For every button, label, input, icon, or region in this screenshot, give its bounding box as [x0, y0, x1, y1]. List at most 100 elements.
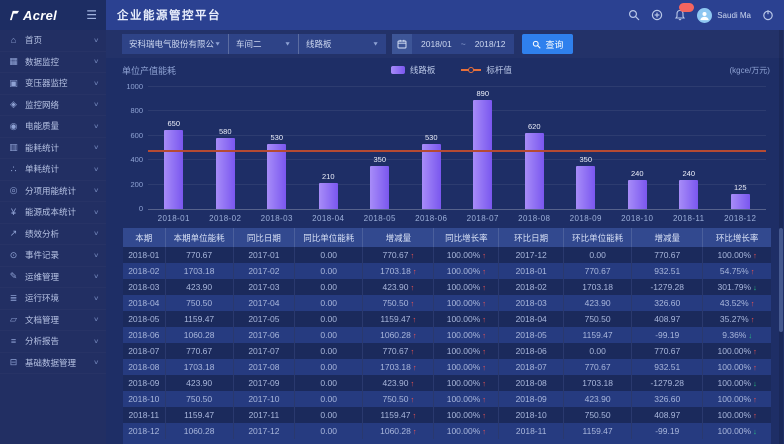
table-cell: 1159.47 ↑	[362, 407, 435, 423]
bar-2018-07[interactable]	[473, 100, 493, 209]
bar-slot: 530	[406, 88, 458, 209]
table-filler-row	[123, 439, 771, 444]
query-button[interactable]: 查询	[522, 34, 574, 54]
notifications[interactable]	[674, 3, 695, 21]
legend-item-bar[interactable]: 线路板	[390, 64, 436, 76]
legend-item-line[interactable]: 标杆值	[461, 64, 512, 76]
sidebar-item-label: 运行环境	[25, 293, 60, 304]
sidebar-item-9[interactable]: ¥ 能源成本统计 ∨	[0, 202, 106, 224]
arrow-up-icon: ↑	[410, 379, 415, 388]
arrow-up-icon: ↑	[753, 251, 757, 260]
sidebar-item-label: 能耗统计	[25, 142, 60, 153]
table-cell: 2017-11	[233, 407, 296, 423]
sidebar-item-16[interactable]: ⊟ 基础数据管理 ∨	[0, 353, 106, 375]
x-axis-tick: 2018-06	[415, 214, 448, 223]
bar-2018-06[interactable]	[421, 144, 441, 209]
column-header: 增减量	[362, 228, 435, 247]
scrollbar-thumb[interactable]	[779, 228, 783, 332]
bar-value-label: 890	[476, 89, 489, 99]
bar-2018-10[interactable]	[627, 179, 647, 209]
date-end-input[interactable]: 2018/12	[474, 39, 506, 49]
bar-value-label: 240	[630, 168, 644, 178]
arrow-up-icon: ↑	[753, 363, 757, 372]
table-cell: 100.00% ↓	[702, 375, 771, 391]
arrow-up-icon: ↑	[753, 347, 757, 356]
table-cell: 0.00	[294, 247, 364, 263]
sidebar-menu: ⌂ 首页 ∨ ▦ 数据监控 ∨ ▣ 变压器监控 ∨ ◈ 监控网络 ∨ ◉ 电能质量 ∨ ▥ 能耗统计 ∨ ∴ 单耗统计…	[0, 30, 106, 444]
table-row: 2018-06 1060.28 2017-06 0.00 1060.28 ↑ 100.00%…	[123, 327, 771, 343]
sidebar-item-6[interactable]: ▥ 能耗统计 ∨	[0, 138, 106, 160]
bar-slot: 620	[509, 88, 561, 209]
sidebar-item-11[interactable]: ⊙ 事件记录 ∨	[0, 245, 106, 267]
bar-2018-05[interactable]	[370, 166, 390, 209]
arrow-up-icon: ↑	[412, 411, 417, 420]
table-cell: 2017-04	[233, 295, 296, 311]
sidebar-item-2[interactable]: ▦ 数据监控 ∨	[0, 52, 106, 74]
chevron-down-icon: ∨	[92, 102, 99, 109]
bar-2018-09[interactable]	[576, 166, 596, 209]
sidebar-item-14[interactable]: ▱ 文档管理 ∨	[0, 310, 106, 332]
table-cell: 301.79% ↓	[702, 279, 771, 295]
sidebar-item-7[interactable]: ∴ 单耗统计 ∨	[0, 159, 106, 181]
table-cell: 0.00	[294, 391, 364, 407]
bar-value-label: 650	[167, 118, 180, 128]
table-cell: 2018-01	[123, 247, 166, 263]
bar-2018-03[interactable]	[267, 144, 287, 209]
circle-plus-icon[interactable]	[651, 9, 663, 21]
chevron-down-icon: ∨	[92, 231, 99, 238]
table-cell: 423.90	[563, 391, 633, 407]
user-menu[interactable]: Saudi Ma	[697, 7, 751, 23]
menu-toggle-icon[interactable]: ☰	[86, 8, 97, 22]
table-cell: 770.67	[631, 343, 704, 359]
base-data-icon: ⊟	[9, 357, 18, 368]
sidebar-item-12[interactable]: ✎ 运维管理 ∨	[0, 267, 106, 289]
company-select[interactable]: 安科瑞电气股份有限公司 ▼	[122, 34, 228, 54]
table-cell: 43.52% ↑	[702, 295, 771, 311]
table-cell: 1159.47	[563, 423, 633, 439]
table-cell: 770.67 ↑	[362, 247, 435, 263]
main-content: 安科瑞电气股份有限公司 ▼ 车间二 ▼ 线路板 ▼ 2018/01 ~ 2018…	[106, 30, 784, 444]
bar-2018-12[interactable]	[730, 193, 750, 209]
legend-label: 线路板	[409, 65, 436, 75]
calendar-icon	[397, 39, 407, 49]
report-icon: ≡	[10, 336, 17, 347]
table-cell: 770.67	[563, 359, 633, 375]
x-axis-tick: 2018-04	[312, 214, 345, 223]
table-cell: 750.50	[165, 295, 234, 311]
sidebar-item-5[interactable]: ◉ 电能质量 ∨	[0, 116, 106, 138]
date-start-input[interactable]: 2018/01	[421, 39, 452, 49]
chevron-down-icon: ▼	[372, 41, 379, 47]
sidebar-item-8[interactable]: ◎ 分项用能统计 ∨	[0, 181, 106, 203]
sidebar-item-10[interactable]: ↗ 绩效分析 ∨	[0, 224, 106, 246]
workshop-select[interactable]: 车间二 ▼	[228, 34, 298, 54]
table-cell: 2018-11	[498, 423, 565, 439]
sidebar-item-15[interactable]: ≡ 分析报告 ∨	[0, 331, 106, 353]
gridline	[148, 134, 766, 136]
table-row: 2018-09 423.90 2017-09 0.00 423.90 ↑ 100.00% ↑ 2…	[123, 375, 771, 391]
y-axis-tick: 800	[130, 106, 143, 116]
device-select[interactable]: 线路板 ▼	[298, 34, 386, 54]
table-cell: 1060.28	[165, 327, 234, 343]
power-icon[interactable]	[762, 9, 774, 21]
sidebar-item-3[interactable]: ▣ 变压器监控 ∨	[0, 73, 106, 95]
bar-2018-01[interactable]	[164, 129, 184, 209]
bar-2018-08[interactable]	[524, 133, 544, 209]
home-icon: ⌂	[10, 35, 17, 46]
bar-2018-11[interactable]	[679, 179, 699, 209]
search-icon[interactable]	[628, 9, 640, 21]
sidebar-item-1[interactable]: ⌂ 首页 ∨	[0, 30, 106, 52]
table-cell: 100.00% ↑	[702, 407, 771, 423]
sidebar-item-13[interactable]: ≣ 运行环境 ∨	[0, 288, 106, 310]
table-cell: 2017-10	[233, 391, 296, 407]
bar-2018-04[interactable]	[318, 183, 338, 209]
sidebar-item-4[interactable]: ◈ 监控网络 ∨	[0, 95, 106, 117]
username: Saudi Ma	[717, 10, 751, 20]
bar-2018-02[interactable]	[215, 138, 235, 209]
table-cell: 770.67	[631, 247, 704, 263]
ops-management-icon: ✎	[9, 271, 18, 282]
column-header: 增减量	[631, 228, 704, 247]
table-cell: 0.00	[294, 375, 364, 391]
table-row: 2018-10 750.50 2017-10 0.00 750.50 ↑ 100.00% ↑ 2…	[123, 391, 771, 407]
calendar-button[interactable]	[392, 34, 412, 54]
chevron-down-icon: ▼	[214, 41, 221, 47]
